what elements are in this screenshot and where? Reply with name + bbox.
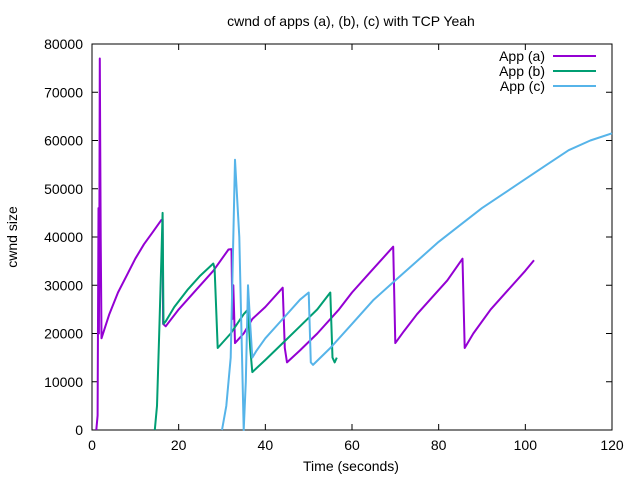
y-axis: 0 10000 20000 30000 40000 50000 60000 70000 8000… bbox=[44, 36, 612, 438]
y-tick-label: 80000 bbox=[44, 36, 83, 52]
x-tick-label: 120 bbox=[600, 437, 624, 453]
chart-title: cwnd of apps (a), (b), (c) with TCP Yeah bbox=[227, 13, 475, 29]
legend-label-1: App (b) bbox=[499, 63, 545, 79]
x-tick-label: 40 bbox=[258, 437, 274, 453]
x-tick-label: 20 bbox=[171, 437, 187, 453]
y-tick-label: 70000 bbox=[44, 84, 83, 100]
series-layer bbox=[95, 57, 613, 431]
legend: App (a)App (b)App (c) bbox=[499, 48, 596, 94]
y-tick-label: 10000 bbox=[44, 374, 83, 390]
y-tick-label: 0 bbox=[75, 422, 83, 438]
series-line-1 bbox=[153, 211, 338, 431]
x-axis-label: Time (seconds) bbox=[303, 458, 399, 474]
y-axis-label: cwnd size bbox=[4, 206, 20, 268]
y-tick-label: 20000 bbox=[44, 326, 83, 342]
x-tick-label: 80 bbox=[431, 437, 447, 453]
x-tick-label: 0 bbox=[88, 437, 96, 453]
y-tick-label: 30000 bbox=[44, 277, 83, 293]
x-axis: 0 20 40 60 80 100 120 bbox=[88, 44, 624, 453]
legend-label-2: App (c) bbox=[500, 78, 545, 94]
legend-label-0: App (a) bbox=[499, 48, 545, 64]
series-line-2 bbox=[221, 132, 613, 431]
x-tick-label: 60 bbox=[344, 437, 360, 453]
y-tick-label: 50000 bbox=[44, 181, 83, 197]
y-tick-label: 60000 bbox=[44, 133, 83, 149]
x-tick-label: 100 bbox=[514, 437, 538, 453]
series-line-0 bbox=[95, 57, 535, 431]
y-tick-label: 40000 bbox=[44, 229, 83, 245]
